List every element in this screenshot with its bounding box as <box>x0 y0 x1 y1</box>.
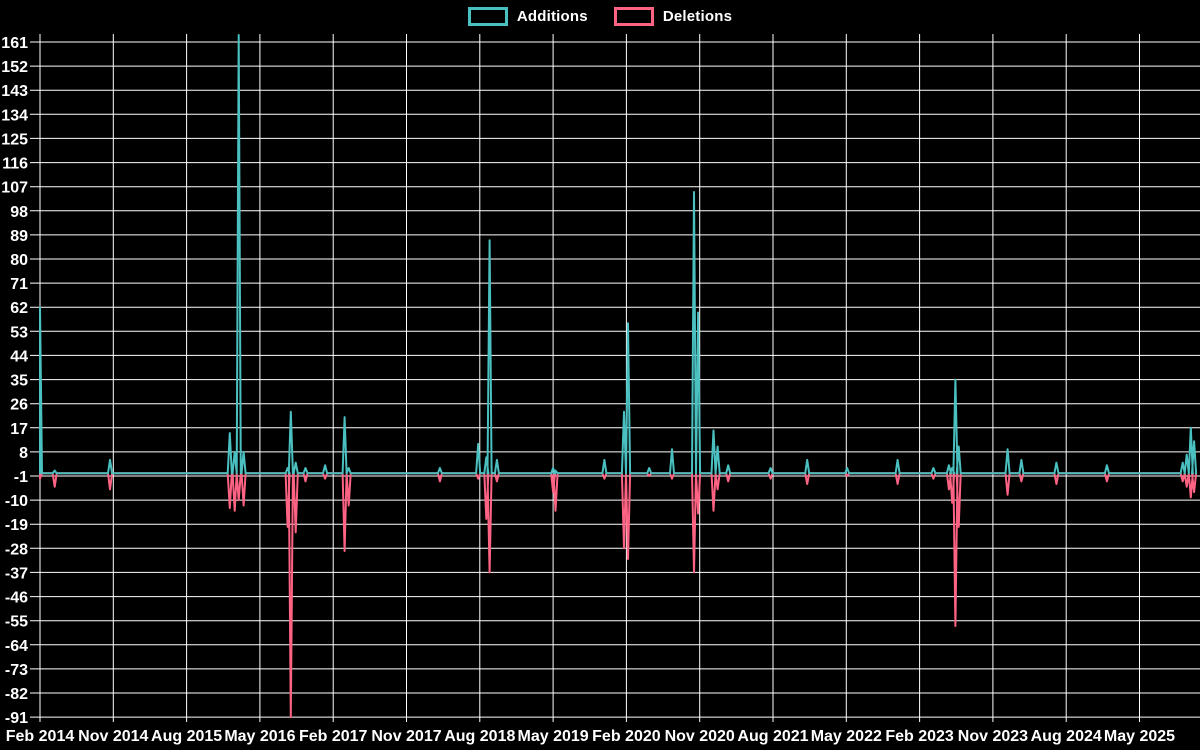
y-tick-label: 17 <box>10 421 28 438</box>
y-tick-label: -19 <box>5 517 28 534</box>
y-tick-label: -1 <box>14 469 28 486</box>
y-tick-label: -37 <box>5 565 28 582</box>
chart-legend: Additions Deletions <box>0 7 1200 26</box>
x-tick-label: Aug 2021 <box>737 728 808 745</box>
legend-label-deletions: Deletions <box>662 8 733 25</box>
y-tick-label: -73 <box>5 662 28 679</box>
y-tick-label: 161 <box>1 35 28 52</box>
y-tick-label: -28 <box>5 541 28 558</box>
deletions-swatch-icon <box>613 7 654 26</box>
y-tick-label: 107 <box>1 180 28 197</box>
y-tick-label: 125 <box>1 131 28 148</box>
deletions-series-line <box>39 472 1198 719</box>
x-tick-label: May 2016 <box>224 728 295 745</box>
y-tick-label: -91 <box>5 710 28 727</box>
x-tick-label: Aug 2015 <box>151 728 222 745</box>
x-tick-label: Feb 2014 <box>6 728 75 745</box>
y-tick-label: -82 <box>5 686 28 703</box>
x-tick-label: Feb 2023 <box>885 728 954 745</box>
x-tick-label: Aug 2018 <box>444 728 515 745</box>
legend-item-additions[interactable]: Additions <box>467 7 588 26</box>
x-tick-label: May 2022 <box>811 728 882 745</box>
y-tick-label: -10 <box>5 493 28 510</box>
y-tick-label: 89 <box>10 228 28 245</box>
y-tick-label: 80 <box>10 252 28 269</box>
x-tick-label: Nov 2017 <box>371 728 441 745</box>
y-tick-label: 71 <box>10 276 28 293</box>
x-tick-label: Nov 2014 <box>78 728 148 745</box>
y-tick-label: 143 <box>1 83 28 100</box>
x-tick-label: Aug 2024 <box>1031 728 1102 745</box>
y-tick-label: 98 <box>10 204 28 221</box>
x-tick-label: Nov 2023 <box>958 728 1028 745</box>
x-tick-label: Feb 2017 <box>299 728 368 745</box>
y-tick-label: 62 <box>10 300 28 317</box>
x-tick-label: Feb 2020 <box>592 728 661 745</box>
y-tick-label: 134 <box>1 107 28 124</box>
y-tick-label: 152 <box>1 59 28 76</box>
additions-series-line <box>39 34 1198 475</box>
x-tick-label: Nov 2020 <box>665 728 735 745</box>
y-tick-label: -64 <box>5 638 28 655</box>
legend-item-deletions[interactable]: Deletions <box>613 7 733 26</box>
x-tick-label: May 2025 <box>1104 728 1175 745</box>
y-tick-label: -55 <box>5 614 28 631</box>
y-tick-label: 53 <box>10 324 28 341</box>
y-tick-label: 35 <box>10 373 28 390</box>
y-tick-label: 116 <box>2 156 28 173</box>
x-tick-label: May 2019 <box>518 728 589 745</box>
y-tick-label: 44 <box>10 348 28 365</box>
y-tick-label: 26 <box>10 397 28 414</box>
additions-swatch-icon <box>467 7 508 26</box>
legend-label-additions: Additions <box>516 8 588 25</box>
y-tick-label: -46 <box>5 590 28 607</box>
y-tick-label: 8 <box>19 445 28 462</box>
